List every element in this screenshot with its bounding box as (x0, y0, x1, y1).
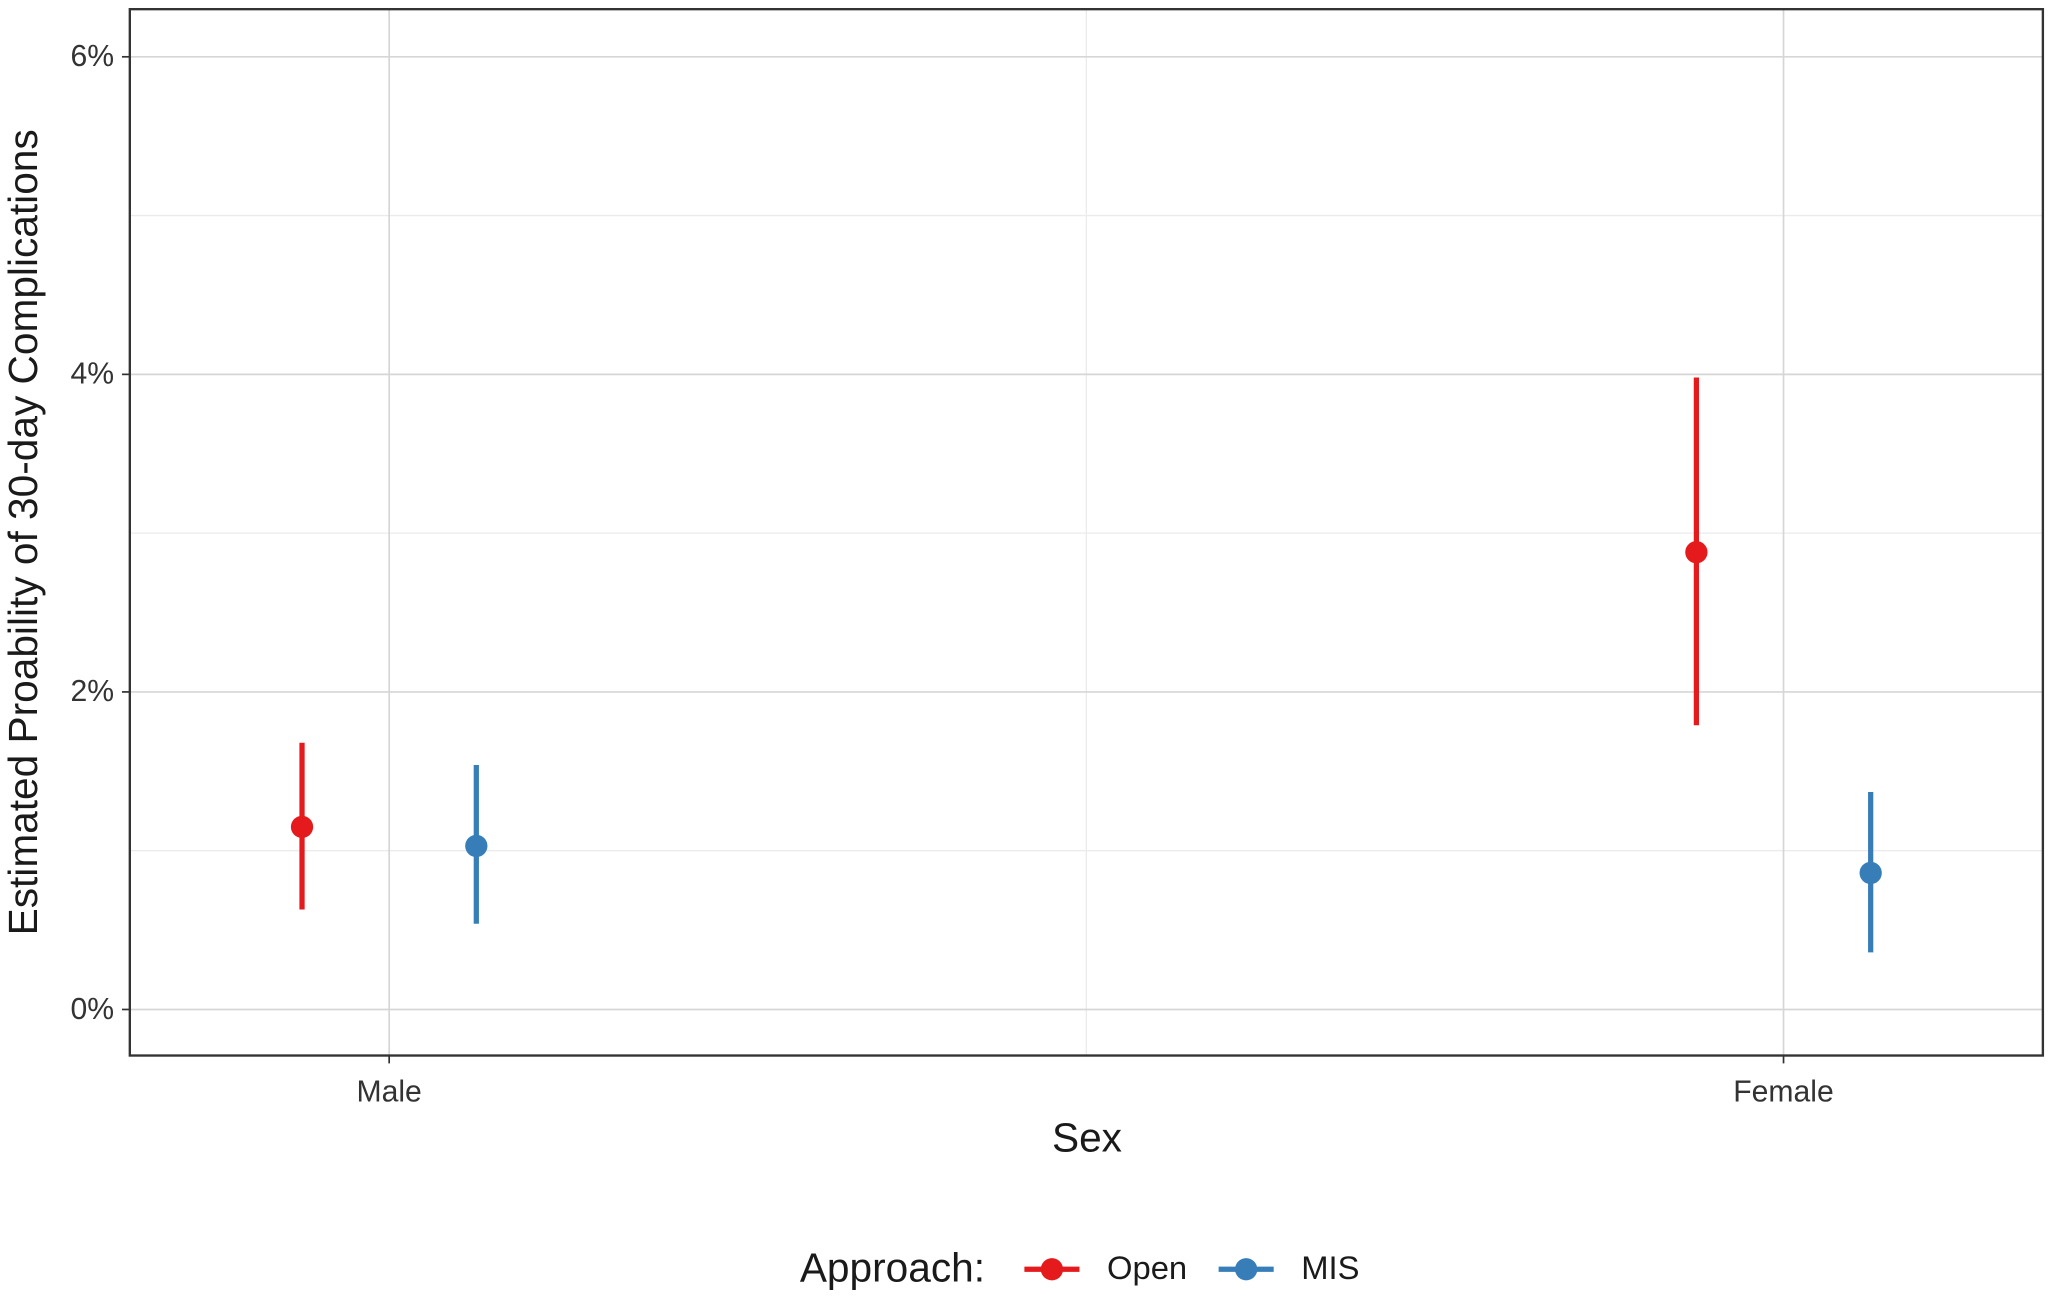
legend-label: Open (1107, 1249, 1187, 1286)
y-tick-label: 6% (71, 40, 115, 73)
legend-key-point (1235, 1258, 1258, 1281)
legend-title: Approach: (800, 1244, 985, 1290)
x-tick-label: Female (1733, 1076, 1834, 1109)
y-tick-label: 0% (71, 993, 115, 1026)
x-tick-label: Male (356, 1076, 421, 1109)
panel-border (128, 7, 2045, 1057)
legend-key-point (1040, 1258, 1064, 1281)
x-axis-title: Sex (1052, 1114, 1122, 1160)
point (1685, 541, 1708, 564)
point (1859, 861, 1882, 885)
y-tick-label: 4% (71, 358, 115, 391)
y-tick-label: 2% (71, 675, 115, 708)
legend-label: MIS (1301, 1249, 1359, 1286)
y-axis-title: Estimated Proability of 30-day Complicat… (0, 129, 46, 935)
point (465, 834, 488, 858)
point (290, 815, 314, 839)
